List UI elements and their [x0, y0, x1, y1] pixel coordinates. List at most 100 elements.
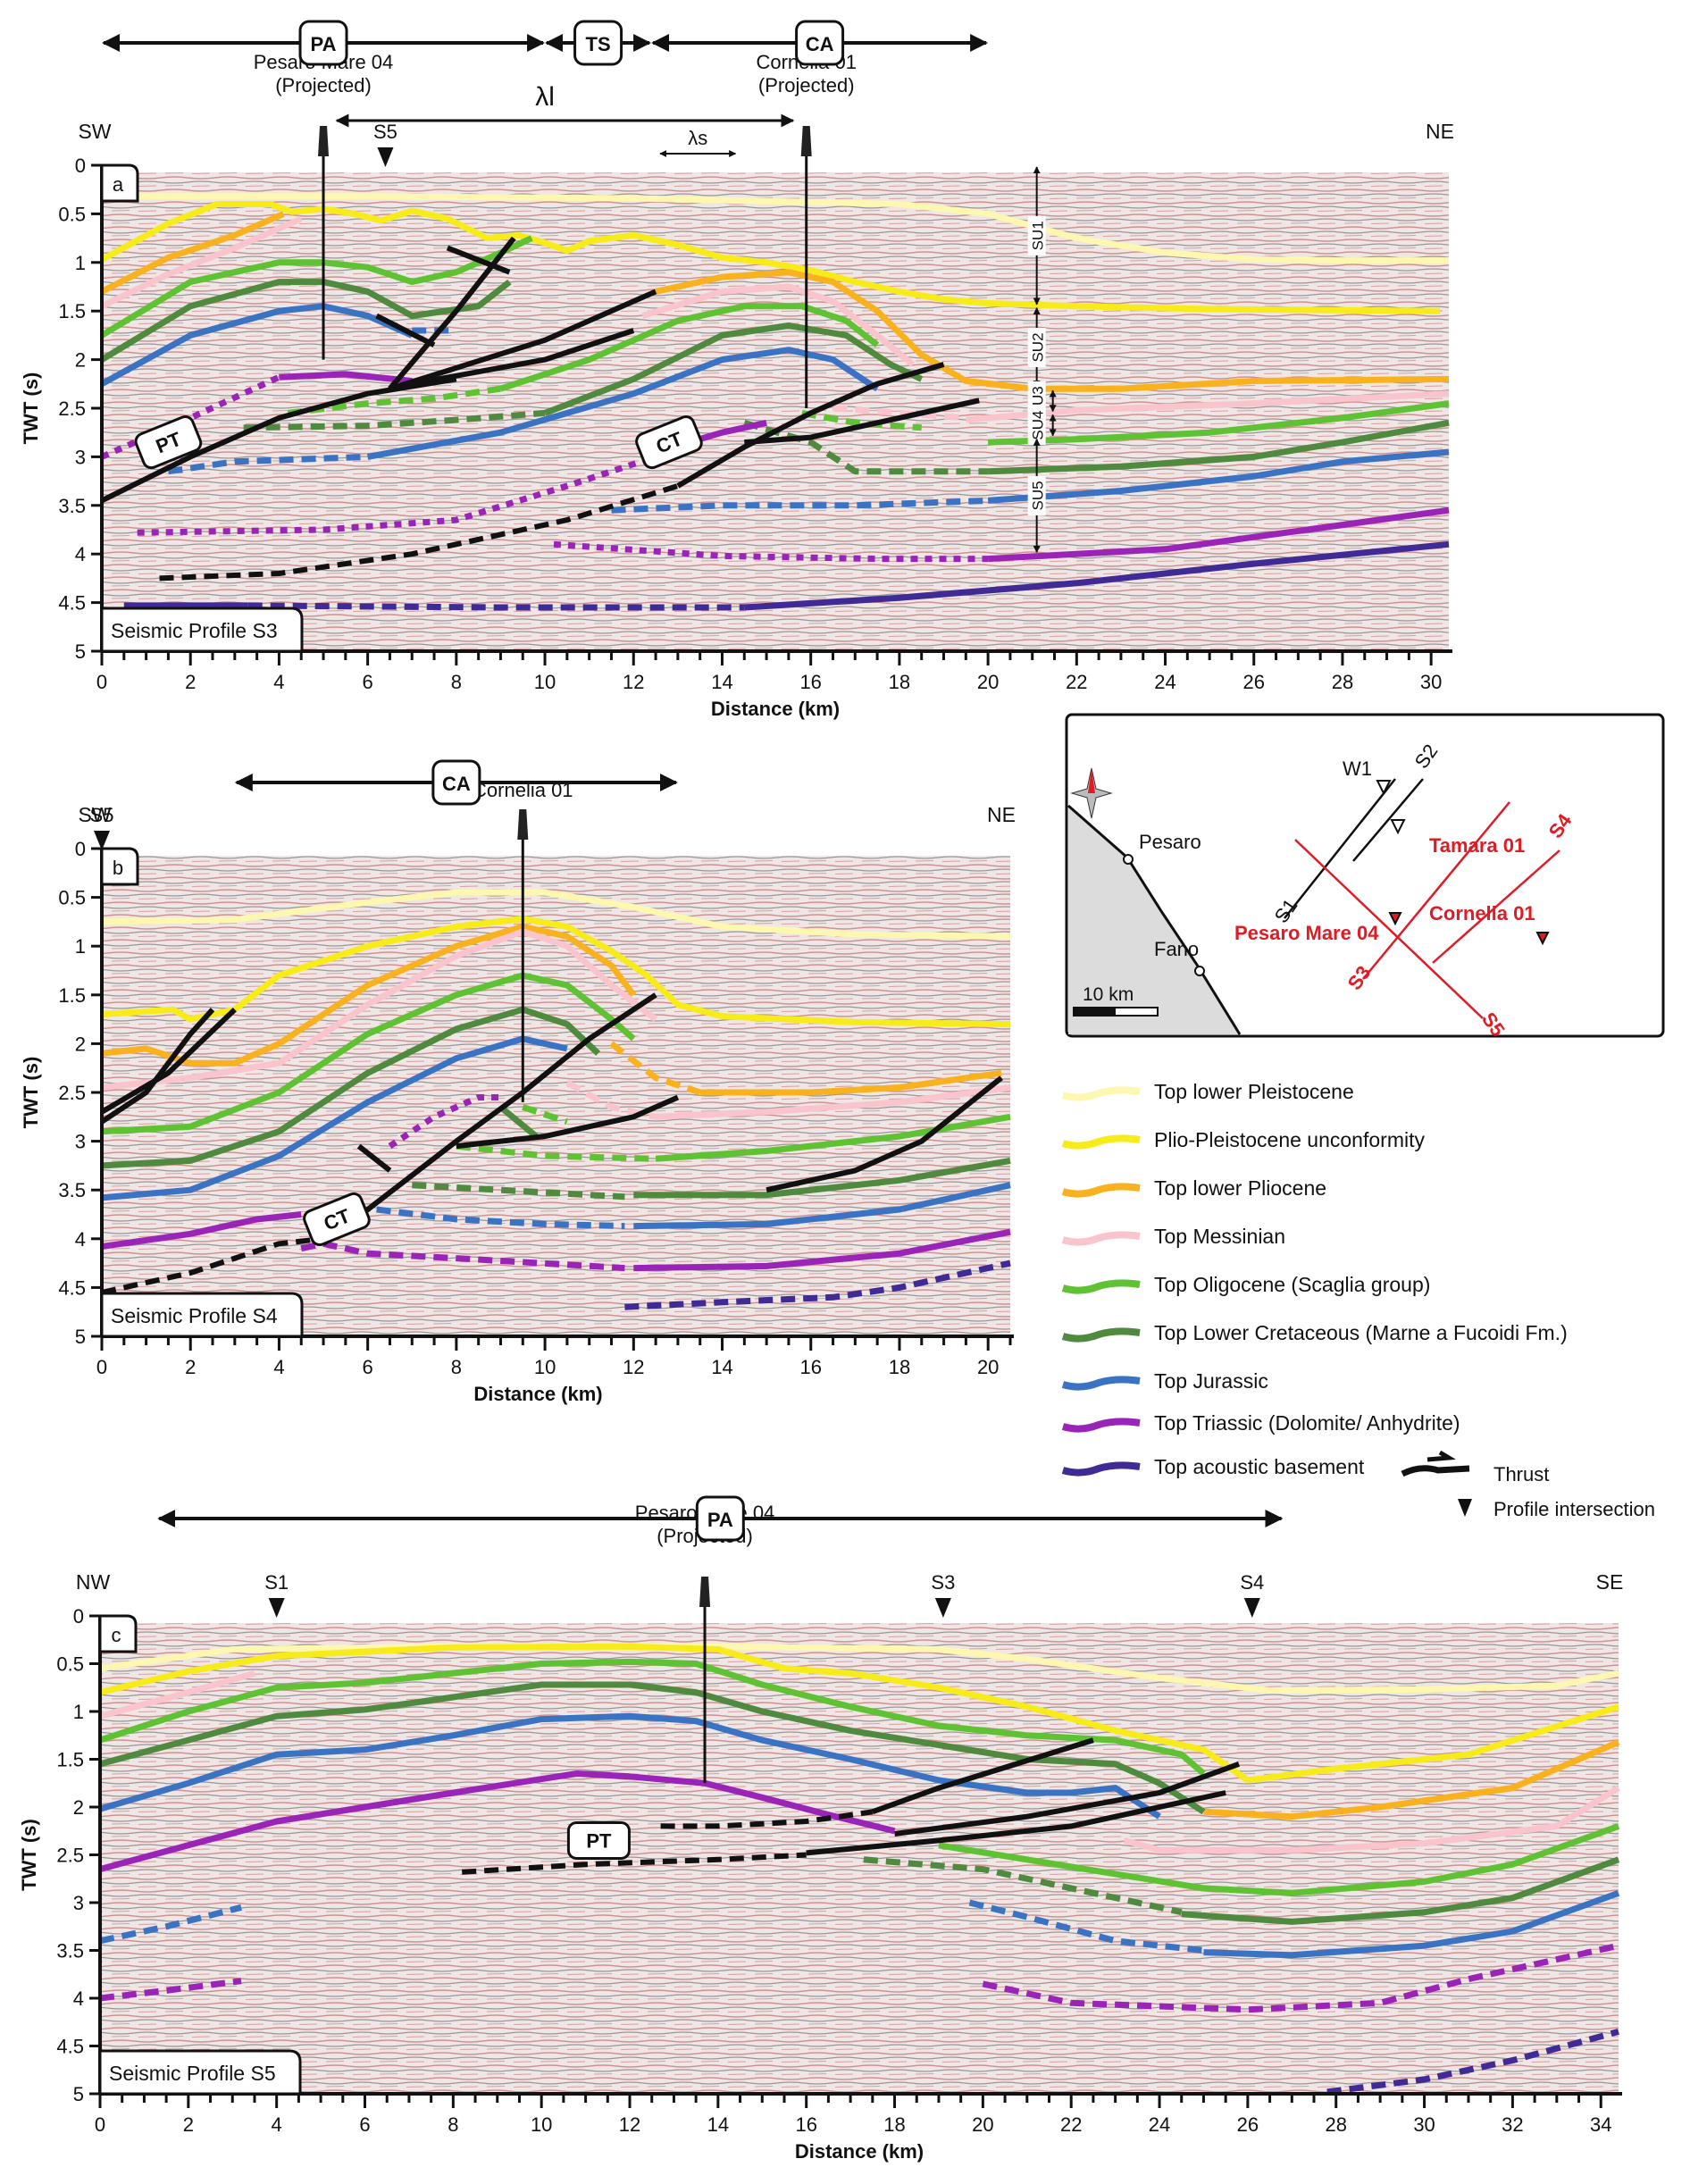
- x-tick-label: 4: [273, 1356, 284, 1378]
- y-tick-label: 0: [75, 155, 86, 177]
- thrust-fault-line: [456, 1094, 680, 1150]
- seismic-unit-tag-bg: [1027, 328, 1046, 367]
- x-tick-label: 4: [273, 671, 284, 693]
- thrust-symbol-icon: [1401, 1465, 1470, 1477]
- x-tick-label: 4: [272, 2113, 282, 2136]
- horizon-line-top-triassic: [982, 1942, 1619, 2013]
- horizon-line-top-triassic: [388, 1094, 501, 1150]
- profile-title: Seismic Profile S5: [109, 2062, 276, 2085]
- x-tick-label: 2: [185, 1356, 196, 1378]
- scale-label: 10 km: [1083, 984, 1134, 1005]
- x-tick-label: 22: [1066, 671, 1087, 693]
- horizon-line-top-jurassic: [968, 1899, 1204, 1954]
- profile-title: Seismic Profile S3: [111, 619, 278, 642]
- x-tick-label: 8: [451, 1356, 462, 1378]
- fault-tag-box: [134, 415, 203, 470]
- x-tick-label: 32: [1502, 2113, 1523, 2136]
- legend-label: Top lower Pliocene: [1154, 1176, 1326, 1200]
- legend-swatch: [1061, 1461, 1141, 1477]
- legend-item: Top lower Pliocene: [1061, 1176, 1326, 1200]
- horizon-line-top-messinian: [1123, 1785, 1620, 1853]
- map-frame: [1065, 713, 1665, 1038]
- well-derrick-icon: [517, 809, 529, 840]
- seismic-unit-tag: SU4: [1027, 406, 1047, 446]
- profile-title: Seismic Profile S4: [111, 1304, 278, 1327]
- horizon-line-top-lower-cretaceous: [543, 322, 924, 416]
- fault-tag-box: [635, 415, 703, 470]
- horizon-line-top-lower-cretaceous: [498, 1104, 539, 1139]
- legend-label: Top Messinian: [1154, 1225, 1285, 1248]
- horizon-line-top-oligocene: [101, 972, 636, 1135]
- horizon-line-top-oligocene: [655, 1113, 1011, 1162]
- seismic-unit-tag: SU5: [1027, 475, 1047, 515]
- horizon-line-top-messinian: [965, 390, 1450, 423]
- panel-letter-tag: [100, 847, 139, 886]
- well-marker-cornelia: [1535, 932, 1550, 946]
- thrust-fault-line: [375, 313, 436, 347]
- map-line-s3: [1362, 801, 1510, 980]
- legend-intersection: Profile intersection: [1458, 1498, 1655, 1520]
- seismic-unit-tag: SU2: [1027, 328, 1047, 367]
- horizon-line-top-jurassic: [366, 347, 880, 460]
- intersection-label: S1: [264, 1571, 289, 1594]
- y-tick-label: 0: [75, 838, 86, 860]
- thrust-fault-line: [388, 236, 516, 391]
- legend-label: Top Oligocene (Scaglia group): [1154, 1273, 1430, 1296]
- legend-label: Top Jurassic: [1154, 1369, 1268, 1393]
- map-line-s4: [1432, 849, 1560, 964]
- horizon-line-top-lower-cretaceous: [100, 279, 512, 363]
- thrust-fault-line: [100, 1008, 215, 1125]
- horizon-line-top-acoustic-basement: [1326, 2029, 1619, 2096]
- legend-swatch: [1061, 1376, 1141, 1391]
- x-tick-label: 2: [183, 2113, 194, 2136]
- x-tick-label: 16: [795, 2113, 816, 2136]
- x-tick-label: 26: [1237, 2113, 1259, 2136]
- horizon-line-top-triassic: [987, 506, 1450, 563]
- y-tick-label: 5: [75, 640, 86, 663]
- profile-title-tag: [100, 607, 304, 653]
- map-label-w1: W1: [1343, 757, 1372, 780]
- x-tick-label: 12: [623, 1356, 644, 1378]
- thrust-fault-line: [446, 245, 511, 275]
- thrust-fault-line: [660, 1809, 874, 1829]
- y-axis-title: TWT (s): [20, 1057, 42, 1129]
- profile-intersection-marker-icon: [377, 147, 394, 167]
- y-tick-label: 0: [73, 1605, 84, 1628]
- x-tick-label: 16: [800, 1356, 822, 1378]
- thrust-fault-line: [894, 1761, 1241, 1837]
- seismic-unit-tag: SU1: [1027, 215, 1047, 255]
- y-axis-title: TWT (s): [18, 1819, 40, 1891]
- town-marker-fano: [1194, 966, 1205, 976]
- town-marker-pesaro: [1123, 854, 1134, 865]
- horizon-line-top-oligocene: [938, 1823, 1620, 1896]
- map-label-cornelia: Cornelia 01: [1429, 902, 1535, 925]
- horizon-line-top-triassic: [99, 1770, 896, 1872]
- horizon-line-top-acoustic-basement: [744, 540, 1450, 611]
- horizon-line-top-lower-pliocene: [609, 1041, 701, 1096]
- horizon-line-top-jurassic: [611, 497, 989, 514]
- horizon-line-top-messinian: [655, 1084, 1011, 1120]
- x-tick-label: 18: [889, 1356, 910, 1378]
- y-tick-label: 0.5: [58, 203, 86, 225]
- legend-item: Top Triassic (Dolomite/ Anhydrite): [1061, 1411, 1460, 1435]
- direction-left-label: NW: [76, 1570, 111, 1594]
- seismic-unit-label: SU4: [1030, 411, 1047, 440]
- thrust-fault-line: [389, 289, 657, 392]
- y-tick-label: 4.5: [56, 2036, 84, 2058]
- legend-item: Top Messinian: [1061, 1225, 1285, 1248]
- y-tick-label: 4: [73, 1987, 84, 2010]
- thrust-fault-line: [676, 362, 945, 489]
- horizon-line-top-oligocene: [522, 1104, 568, 1125]
- horizon-line-top-messinian: [99, 1669, 255, 1720]
- legend-swatch: [1061, 1183, 1141, 1198]
- intersection-label: S5: [373, 121, 397, 143]
- direction-right-label: SE: [1596, 1570, 1624, 1594]
- legend-label: Top Lower Cretaceous (Marne a Fucoidi Fm…: [1154, 1321, 1568, 1344]
- direction-left-label: SW: [78, 120, 111, 143]
- horizon-line-top-lower-cretaceous: [243, 409, 546, 431]
- y-tick-label: 1.5: [58, 300, 86, 322]
- intersection-label: S3: [931, 1571, 955, 1594]
- structural-domain-annotations: PA TS CA CA PA λl λs: [102, 20, 1284, 1542]
- horizon-line-top-lower-cretaceous: [633, 1157, 1011, 1199]
- legend-label: Top Triassic (Dolomite/ Anhydrite): [1154, 1411, 1460, 1435]
